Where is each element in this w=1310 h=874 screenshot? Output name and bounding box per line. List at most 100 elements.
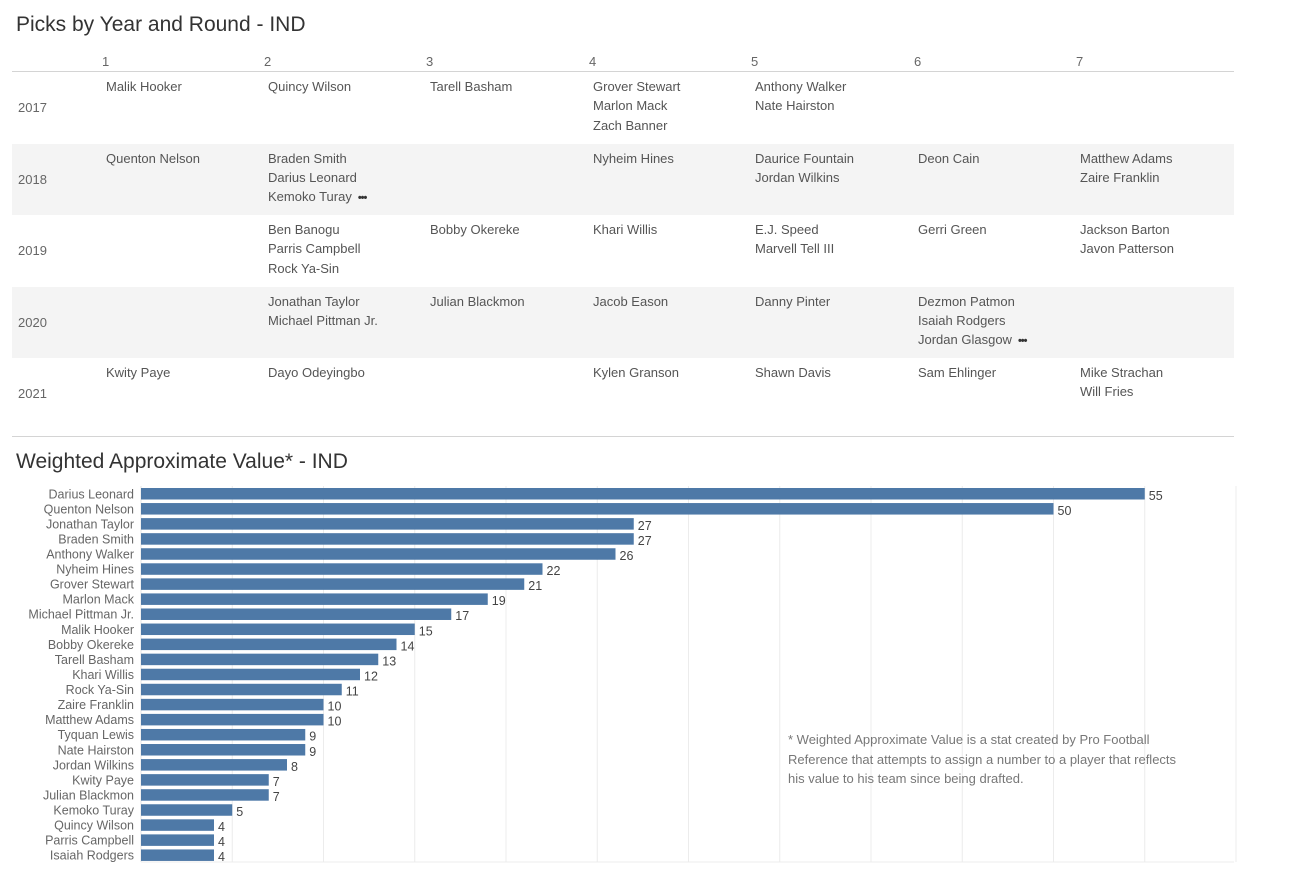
table-title: Picks by Year and Round - IND bbox=[16, 13, 306, 36]
pick-cell: Matthew Adams Zaire Franklin bbox=[1080, 149, 1173, 188]
pick-cell: Julian Blackmon bbox=[430, 292, 525, 311]
data-label: 13 bbox=[382, 654, 396, 668]
pick-cell: Nyheim Hines bbox=[593, 149, 674, 168]
player-name-text: Danny Pinter bbox=[755, 293, 831, 309]
bar bbox=[141, 759, 287, 771]
player-name-text: Bobby Okereke bbox=[430, 222, 520, 237]
player-name-text: Malik Hooker bbox=[106, 79, 182, 94]
player-name-text: Daurice Fountain bbox=[755, 150, 854, 166]
category-label: Nate Hairston bbox=[58, 743, 134, 757]
player-name: Grover Stewart bbox=[593, 77, 680, 96]
bar bbox=[141, 518, 634, 530]
category-label: Quenton Nelson bbox=[44, 502, 134, 516]
player-name: Parris Campbell bbox=[268, 239, 360, 258]
player-name-text: Kemoko Turay bbox=[268, 189, 352, 205]
table-row bbox=[12, 143, 1234, 215]
player-name: Kwity Paye bbox=[106, 363, 170, 382]
player-name-text: Marvell Tell III bbox=[755, 241, 835, 257]
bar bbox=[141, 849, 214, 861]
data-label: 10 bbox=[328, 700, 342, 714]
player-name: Jacob Eason bbox=[593, 292, 668, 311]
bar bbox=[141, 713, 324, 726]
category-label: Bobby Okereke bbox=[48, 638, 134, 652]
player-name: Jonathan Taylor bbox=[268, 292, 378, 311]
category-label: Jordan Wilkins bbox=[53, 758, 134, 772]
category-label: Quincy Wilson bbox=[54, 819, 134, 833]
player-name: Sam Ehlinger bbox=[918, 363, 996, 382]
player-name-text: Jacob Eason bbox=[593, 293, 669, 309]
player-name-text: Grover Stewart bbox=[593, 79, 681, 94]
player-name: Julian Blackmon bbox=[430, 292, 525, 311]
pick-cell: Shawn Davis bbox=[755, 363, 831, 382]
player-name-text: Julian Blackmon bbox=[430, 293, 525, 309]
data-label: 19 bbox=[492, 594, 506, 608]
data-label: 10 bbox=[328, 715, 342, 729]
player-name: Bobby Okereke bbox=[430, 220, 520, 239]
player-name: E.J. Speed bbox=[755, 220, 834, 239]
bar bbox=[141, 488, 1145, 500]
player-name: Kylen Granson bbox=[593, 363, 679, 382]
player-name-text: Kwity Paye bbox=[106, 365, 171, 380]
pick-cell: Dayo Odeyingbo bbox=[268, 363, 365, 382]
round-header: 3 bbox=[426, 54, 434, 69]
player-name-text: Isaiah Rodgers bbox=[918, 312, 1006, 328]
player-name-text: Dayo Odeyingbo bbox=[268, 365, 365, 380]
pick-cell: Jacob Eason bbox=[593, 292, 668, 311]
data-label: 27 bbox=[638, 519, 652, 533]
category-label: Julian Blackmon bbox=[43, 788, 134, 802]
data-label: 21 bbox=[528, 579, 542, 593]
player-name: Kemoko Turay ••• bbox=[268, 187, 368, 208]
player-name-text: Matthew Adams bbox=[1080, 150, 1173, 166]
player-name: Gerri Green bbox=[918, 220, 987, 239]
data-label: 27 bbox=[638, 534, 652, 548]
data-label: 5 bbox=[236, 805, 243, 819]
bar bbox=[141, 608, 452, 620]
player-name-text: Javon Patterson bbox=[1080, 241, 1174, 257]
bar bbox=[141, 638, 397, 651]
player-name-text: Jordan Glasgow bbox=[918, 332, 1012, 348]
player-name: Javon Patterson bbox=[1080, 239, 1174, 258]
player-name: Mike Strachan bbox=[1080, 363, 1163, 382]
picks-table: 1 2 3 4 5 6 7 2017 Malik Hooker Quincy Wilson Tare… bbox=[12, 52, 1234, 437]
chart-title: Weighted Approximate Value* - IND bbox=[16, 450, 348, 473]
player-name: Nate Hairston bbox=[755, 96, 846, 115]
pick-cell: Dezmon Patmon Isaiah Rodgers Jordan Glasgo… bbox=[918, 292, 1027, 352]
player-name-text: Darius Leonard bbox=[268, 169, 357, 185]
player-name: Marvell Tell III bbox=[755, 239, 834, 258]
pick-cell: Daurice Fountain Jordan Wilkins bbox=[755, 149, 854, 188]
player-name-text: E.J. Speed bbox=[755, 222, 819, 237]
category-label: Rock Ya-Sin bbox=[66, 683, 134, 697]
bar bbox=[141, 819, 214, 831]
category-label: Michael Pittman Jr. bbox=[28, 608, 134, 622]
year-label: 2018 bbox=[18, 171, 47, 187]
value-bar-chart: Darius Leonard 55 Quenton Nelson 50 Jonathan… bbox=[28, 486, 1237, 864]
category-label: Anthony Walker bbox=[46, 547, 134, 561]
round-header: 6 bbox=[914, 54, 922, 69]
category-label: Zaire Franklin bbox=[58, 698, 134, 712]
player-name: Nyheim Hines bbox=[593, 149, 674, 168]
year-label: 2021 bbox=[18, 386, 47, 401]
pick-cell: Kylen Granson bbox=[593, 363, 679, 382]
player-name-text: Jordan Wilkins bbox=[755, 169, 840, 185]
bar bbox=[141, 593, 488, 605]
player-name-text: Quenton Nelson bbox=[106, 150, 200, 166]
bar bbox=[141, 668, 360, 681]
more-icon[interactable]: ••• bbox=[357, 192, 368, 205]
bar bbox=[141, 623, 415, 636]
player-name-text: Khari Willis bbox=[593, 222, 658, 237]
player-name: Danny Pinter bbox=[755, 292, 830, 311]
player-name: Khari Willis bbox=[593, 220, 657, 239]
player-name-text: Quincy Wilson bbox=[268, 79, 352, 94]
player-name-text: Marlon Mack bbox=[593, 98, 668, 114]
table-bottom-divider bbox=[12, 435, 1234, 437]
player-name: Malik Hooker bbox=[106, 77, 182, 96]
player-name: Marlon Mack bbox=[593, 96, 680, 115]
category-label: Isaiah Rodgers bbox=[50, 849, 134, 863]
player-name: Zach Banner bbox=[593, 116, 680, 135]
pick-cell: Bobby Okereke bbox=[430, 220, 520, 239]
data-label: 12 bbox=[364, 669, 378, 683]
data-label: 50 bbox=[1058, 504, 1072, 518]
category-label: Kemoko Turay bbox=[53, 804, 134, 818]
bar bbox=[141, 804, 233, 816]
more-icon[interactable]: ••• bbox=[1017, 335, 1028, 348]
